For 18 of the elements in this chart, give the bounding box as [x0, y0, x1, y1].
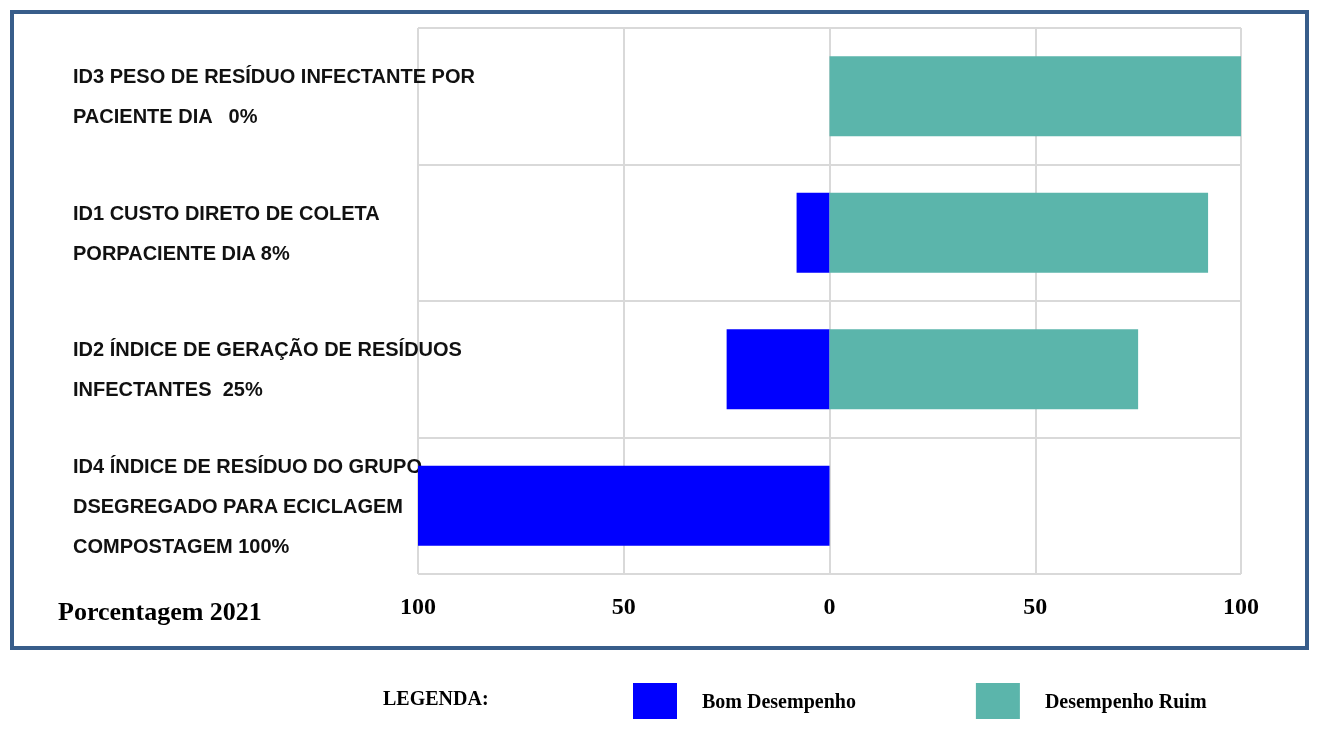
bar: [829, 56, 1241, 137]
bar: [829, 329, 1139, 410]
x-tick-label: 50: [1023, 593, 1048, 619]
bar: [726, 329, 830, 410]
x-tick-label: 100: [1223, 593, 1259, 619]
y-tick-label: ID1 CUSTO DIRETO DE COLETA PORPACIENTE DIA 8%: [73, 201, 385, 264]
y-tick-label: ID2 ÍNDICE DE GERAÇÃO DE RESÍDUOS INFECTANTES 25%: [73, 338, 468, 401]
legend-title: LEGENDA:: [383, 687, 489, 709]
legend-label: Bom Desempenho: [702, 690, 856, 713]
x-axis-title: Porcentagem 2021: [58, 596, 262, 626]
y-tick-label: ID3 PESO DE RESÍDUO INFECTANTE POR PACIENTE DIA 0%: [73, 65, 481, 128]
bar: [796, 192, 830, 273]
y-tick-label: ID4 ÍNDICE DE RESÍDUO DO GRUPO DSEGREGADO PARA ECICLAGEM COMPOSTAGEM 100%: [73, 454, 428, 557]
legend-label: Desempenho Ruim: [1044, 690, 1207, 713]
x-tick-label: 100: [400, 593, 436, 619]
x-tick-label: 50: [611, 593, 636, 619]
bar: [829, 192, 1209, 273]
x-tick-label: 0: [823, 593, 836, 619]
